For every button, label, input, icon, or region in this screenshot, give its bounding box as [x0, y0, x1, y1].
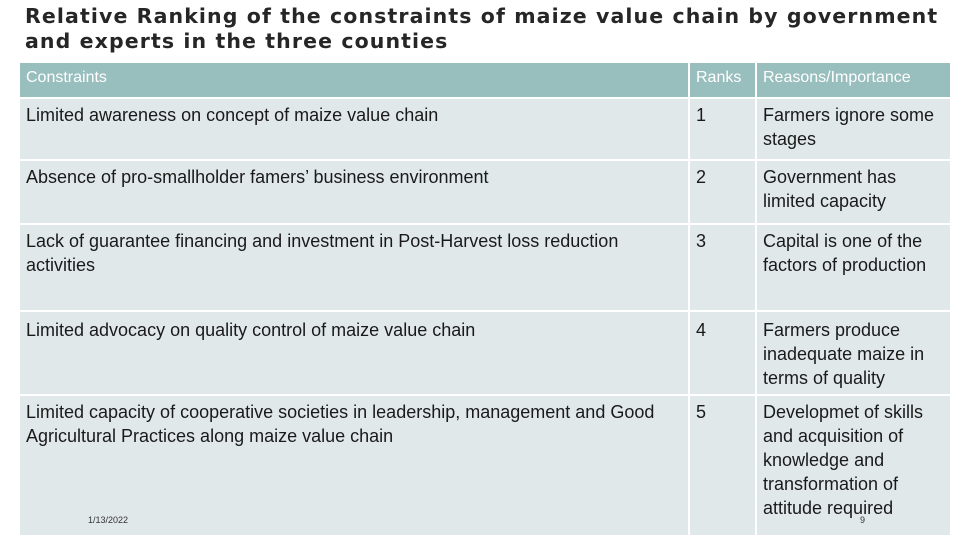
- table-row: Limited advocacy on quality control of m…: [18, 310, 952, 396]
- page-number: 9: [860, 515, 866, 525]
- rank-cell: 1: [688, 97, 757, 161]
- constraint-cell: Limited advocacy on quality control of m…: [18, 310, 690, 396]
- reason-cell: Farmers ignore some stages: [755, 97, 952, 161]
- header-reasons: Reasons/Importance: [755, 61, 952, 99]
- table-row: Absence of pro-smallholder famers’ busin…: [18, 159, 952, 225]
- reason-cell: Farmers produce inadequate maize in term…: [755, 310, 952, 396]
- header-constraints: Constraints: [18, 61, 690, 99]
- constraint-cell: Lack of guarantee financing and investme…: [18, 223, 690, 312]
- header-ranks: Ranks: [688, 61, 757, 99]
- rank-cell: 4: [688, 310, 757, 396]
- constraint-cell: Limited capacity of cooperative societie…: [18, 394, 690, 537]
- constraint-cell: Absence of pro-smallholder famers’ busin…: [18, 159, 690, 225]
- table-row: Limited capacity of cooperative societie…: [18, 394, 952, 537]
- slide-title: Relative Ranking of the constraints of m…: [25, 4, 939, 53]
- constraint-cell: Limited awareness on concept of maize va…: [18, 97, 690, 161]
- footer-date: 1/13/2022: [88, 515, 129, 525]
- reason-cell: Capital is one of the factors of product…: [755, 223, 952, 312]
- reason-cell: Developmet of skills and acquisition of …: [755, 394, 952, 537]
- table-row: Lack of guarantee financing and investme…: [18, 223, 952, 312]
- rank-cell: 2: [688, 159, 757, 225]
- table-header-row: Constraints Ranks Reasons/Importance: [18, 61, 952, 99]
- reason-cell: Government has limited capacity: [755, 159, 952, 225]
- constraints-table: Constraints Ranks Reasons/Importance Lim…: [18, 61, 952, 537]
- rank-cell: 5: [688, 394, 757, 537]
- rank-cell: 3: [688, 223, 757, 312]
- table-row: Limited awareness on concept of maize va…: [18, 97, 952, 161]
